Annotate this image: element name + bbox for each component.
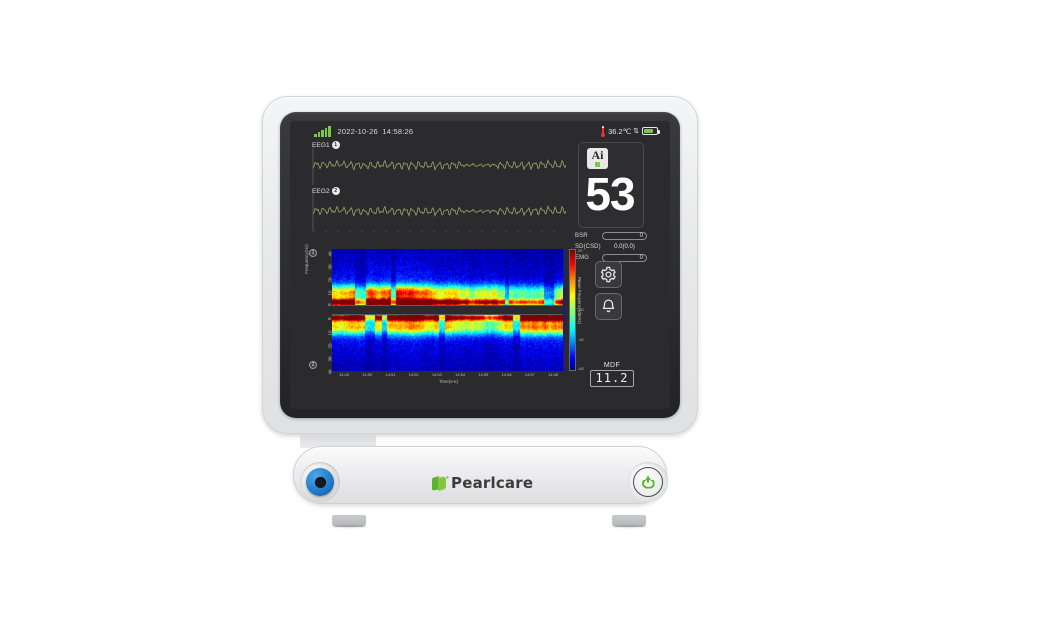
spectrogram-x-ticks: 14:49 14:50 14:51 14:52 14:53 14:54 14:55 14:56…: [332, 372, 565, 380]
side-button-group: [595, 261, 622, 325]
spectrogram-channel-1-badge: 1: [309, 249, 317, 257]
ai-index-panel[interactable]: Ai 53: [578, 142, 644, 228]
thermometer-icon: [601, 125, 606, 137]
mdf-label: MDF: [603, 362, 621, 369]
device-foot-shadow-right: [606, 524, 652, 529]
eeg2-badge-icon: 2: [331, 187, 340, 195]
power-button-inner: [633, 467, 663, 497]
power-button[interactable]: [628, 462, 668, 502]
rotary-knob[interactable]: [300, 462, 340, 502]
emg-bar: 0: [602, 254, 647, 262]
spectrogram-xtick: 14:56: [501, 372, 512, 377]
settings-button[interactable]: [595, 261, 622, 288]
bsr-label: BSR: [575, 233, 588, 239]
eeg2-trace: [312, 193, 567, 232]
eeg-channel-2: EEG2 2: [312, 187, 567, 233]
ai-index-value: 53: [585, 168, 635, 220]
sd-csd-label: SD(CSD): [575, 244, 601, 250]
parameter-row-emg[interactable]: EMG 0: [575, 253, 647, 263]
eeg2-label: EEG2: [312, 187, 330, 195]
spectrogram-channel-2-badge: 2: [309, 361, 317, 369]
pearlcare-leaf-logo-icon: ®: [432, 475, 449, 491]
ai-icon-label: Ai: [591, 148, 604, 162]
spectrogram-cursor: [563, 249, 565, 371]
spectrogram-xtick: 14:55: [478, 372, 489, 377]
ai-index-icon: Ai: [587, 148, 608, 169]
rotary-knob-icon: [306, 468, 334, 496]
colorbar-tick: -20: [578, 307, 584, 312]
eeg-waveform-panel: EEG1 1 EEG2 2: [312, 141, 567, 236]
colorbar-gradient: [569, 249, 576, 371]
spectrogram-y-ticks: 40 30 20 10 0 0 10 20 30 40: [316, 249, 333, 375]
spectrogram-colorbar-group: 20 0 -20 -40 -60 Power Frequency(dB/Hz): [569, 249, 595, 371]
device-foot-left: [332, 515, 366, 527]
monitor-screen[interactable]: 2022-10-26 14:58:26 36.2℃ ⇅ EEG1 1: [290, 121, 670, 409]
signal-strength-icon: [314, 125, 331, 137]
sd-csd-value: 0.0(0.0): [614, 244, 635, 250]
brand-mark: ® Pearlcare: [432, 474, 533, 492]
eeg1-badge-icon: 1: [331, 141, 340, 149]
eeg1-trace: [312, 147, 567, 185]
bell-icon: [602, 299, 615, 313]
bsr-value: 0: [639, 233, 643, 239]
spectrogram-xtick: 14:53: [431, 372, 442, 377]
colorbar-tick: -60: [578, 366, 584, 371]
mdf-value: 11.2: [590, 370, 634, 387]
colorbar-tick: -40: [578, 336, 584, 342]
spectrogram-xtick: 14:51: [385, 372, 396, 377]
spectrogram-chart[interactable]: Frequency(Hz) 1 2 40 30 20 10 0 0 10 20 30 40 14:…: [304, 244, 596, 389]
device-base-shadow: [300, 434, 376, 448]
battery-icon: [642, 127, 660, 135]
alarm-button[interactable]: [595, 293, 622, 320]
spectrogram-image: [332, 249, 565, 371]
power-icon: [641, 475, 655, 489]
mdf-display[interactable]: MDF 11.2: [590, 362, 634, 387]
colorbar-tick: 20: [578, 248, 583, 253]
spectrogram-xtick: 14:50: [362, 372, 373, 377]
spectrogram-ylabel: Frequency(Hz): [304, 244, 309, 274]
status-right-group: 36.2℃ ⇅: [601, 121, 660, 141]
spectrogram-xtick: 14:49: [338, 372, 350, 377]
device-foot-shadow-left: [326, 524, 372, 529]
ai-icon-dot: [595, 162, 600, 167]
device-foot-right: [612, 515, 646, 527]
parameter-row-sd-csd[interactable]: SD(CSD) 0.0(0.0): [575, 242, 647, 252]
spectrogram-xlabel: Time(s-e): [438, 379, 459, 384]
colorbar-label: Power Frequency(dB/Hz): [577, 277, 582, 325]
gear-icon: [600, 266, 616, 283]
eeg2-label-group: EEG2 2: [312, 187, 340, 195]
emg-label: EMG: [575, 255, 589, 261]
status-datetime: 2022-10-26 14:58:26: [337, 126, 414, 136]
colorbar-tick: 0: [578, 277, 581, 283]
spectrogram-xtick: 14:54: [455, 372, 466, 377]
parameter-list: BSR 0 SD(CSD) 0.0(0.0) EMG 0: [575, 231, 647, 264]
brand-name: Pearlcare: [451, 474, 534, 492]
spectrogram-xtick: 14:58: [547, 372, 559, 377]
eeg1-label-group: EEG1 1: [312, 141, 340, 149]
bsr-bar: 0: [602, 232, 647, 240]
parameter-row-bsr[interactable]: BSR 0: [575, 231, 647, 241]
status-bar: 2022-10-26 14:58:26 36.2℃ ⇅: [290, 121, 670, 141]
spectrogram-xtick: 14:52: [408, 372, 419, 377]
up-down-arrows-icon: ⇅: [633, 128, 639, 135]
eeg-channel-1: EEG1 1: [312, 141, 567, 187]
colorbar-ticks: 20 0 -20 -40 -60: [578, 249, 588, 371]
temperature-value: 36.2℃: [608, 126, 632, 136]
eeg1-label: EEG1: [312, 141, 330, 149]
emg-value: 0: [639, 255, 643, 261]
spectrogram-xtick: 14:57: [524, 372, 535, 377]
